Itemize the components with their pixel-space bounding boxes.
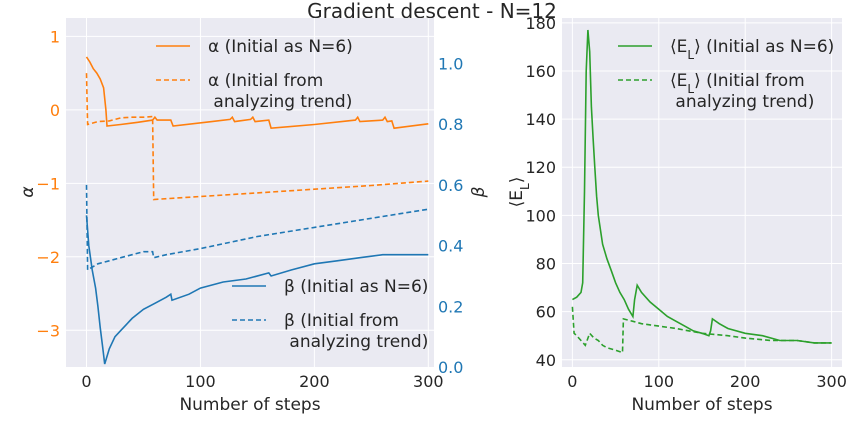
series-line-initial-as-n-6 bbox=[85, 215, 429, 365]
x-tick-label: 100 bbox=[644, 372, 675, 391]
alpha-tick-label: 0 bbox=[50, 101, 60, 120]
alpha-beta-xlabel: Number of steps bbox=[179, 395, 320, 415]
alpha-tick-label: −1 bbox=[36, 174, 60, 193]
energy-ylabel: ⟨EL⟩ bbox=[507, 177, 532, 208]
series-line-e-l-initial-from-analyzing-trend bbox=[571, 306, 832, 354]
x-tick-label: 0 bbox=[81, 372, 91, 391]
y-tick-label: 80 bbox=[536, 255, 556, 274]
legend-entry: α (Initial from analyzing trend) bbox=[208, 71, 352, 112]
series-line-e-l-initial-as-n-6 bbox=[572, 29, 832, 344]
alpha-tick-label: 1 bbox=[50, 27, 60, 46]
x-tick-label: 200 bbox=[730, 372, 761, 391]
beta-tick-label: 0.0 bbox=[438, 358, 463, 377]
x-tick-label: 0 bbox=[567, 372, 577, 391]
y-tick-label: 100 bbox=[525, 206, 556, 225]
series-line-initial-from-analyzing-trend bbox=[85, 73, 429, 201]
legend-entry: β (Initial as N=6) bbox=[284, 277, 428, 297]
alpha-axis-label: α bbox=[18, 186, 38, 197]
energy-plot-area bbox=[562, 18, 842, 367]
y-tick-label: 160 bbox=[525, 62, 556, 81]
y-tick-label: 180 bbox=[525, 14, 556, 33]
energy-lines bbox=[571, 29, 832, 354]
energy-ticks: 0 100 200 300 40 60 80 100 120 140 160 180 bbox=[525, 14, 846, 391]
beta-legend: β (Initial as N=6) β (Initial from analyz… bbox=[232, 277, 428, 352]
x-tick-label: 200 bbox=[299, 372, 330, 391]
beta-tick-label: 1.0 bbox=[438, 55, 463, 74]
legend-entry: α (Initial as N=6) bbox=[208, 37, 353, 57]
alpha-beta-plot-area bbox=[66, 18, 434, 367]
x-tick-label: 300 bbox=[816, 372, 847, 391]
alpha-beta-lines bbox=[85, 56, 429, 365]
beta-axis-label: β bbox=[469, 186, 489, 198]
beta-tick-label: 0.2 bbox=[438, 297, 463, 316]
x-tick-label: 300 bbox=[413, 372, 444, 391]
y-tick-label: 140 bbox=[525, 110, 556, 129]
alpha-tick-label: −2 bbox=[36, 248, 60, 267]
x-tick-label: 100 bbox=[185, 372, 216, 391]
alpha-legend: α (Initial as N=6) α (Initial from analyz… bbox=[156, 37, 353, 112]
energy-xlabel: Number of steps bbox=[631, 395, 772, 415]
alpha-tick-label: −3 bbox=[36, 321, 60, 340]
figure-title: Gradient descent - N=12 bbox=[307, 0, 557, 23]
y-tick-label: 120 bbox=[525, 158, 556, 177]
series-line-initial-from-analyzing-trend bbox=[85, 184, 429, 272]
beta-tick-label: 0.4 bbox=[438, 237, 463, 256]
y-tick-label: 40 bbox=[536, 351, 556, 370]
beta-tick-label: 0.6 bbox=[438, 176, 463, 195]
alpha-beta-panel: 0 100 200 300 1 0 −1 −2 −3 0.0 0.2 0.4 0.6 0.8 1.0 Num… bbox=[18, 18, 489, 415]
beta-tick-label: 0.8 bbox=[438, 115, 463, 134]
energy-panel: 0 100 200 300 40 60 80 100 120 140 160 180 Number o… bbox=[507, 14, 847, 415]
series-line-initial-as-n-6 bbox=[85, 56, 429, 130]
alpha-beta-ticks: 0 100 200 300 1 0 −1 −2 −3 0.0 0.2 0.4 0.6 0.8 1.0 bbox=[36, 27, 463, 391]
y-tick-label: 60 bbox=[536, 303, 556, 322]
legend-entry: β (Initial from analyzing trend) bbox=[284, 311, 428, 352]
